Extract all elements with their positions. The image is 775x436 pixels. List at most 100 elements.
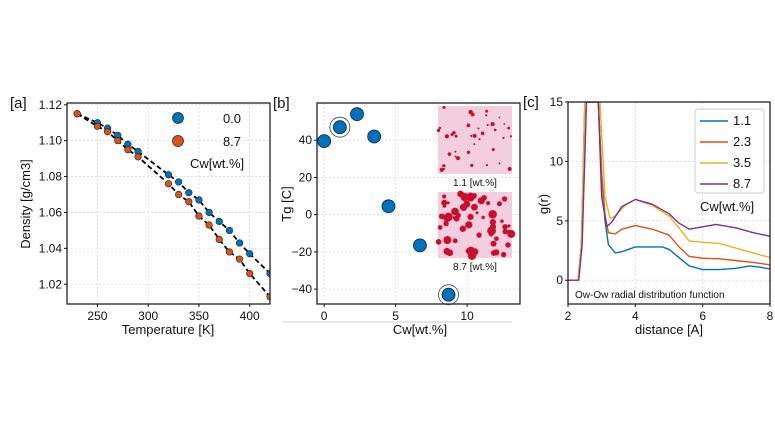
water-cluster	[477, 127, 480, 130]
rdf-line-8.7	[568, 102, 770, 281]
water-cluster	[500, 251, 507, 258]
legend-label: 0.0	[223, 111, 241, 126]
water-cluster	[443, 220, 449, 227]
inset-image-2	[435, 190, 516, 260]
water-cluster	[485, 114, 488, 117]
x-tick-label: 10	[460, 309, 474, 323]
water-cluster	[471, 203, 478, 211]
water-cluster	[494, 236, 499, 242]
data-point	[205, 221, 213, 229]
data-point	[246, 250, 254, 258]
data-point	[215, 235, 223, 243]
water-cluster	[491, 147, 495, 152]
panel-label: [c]	[523, 94, 539, 111]
data-point	[124, 146, 132, 154]
data-point	[164, 171, 173, 179]
water-cluster	[435, 239, 442, 245]
water-cluster	[503, 123, 506, 125]
water-cluster	[506, 229, 512, 235]
water-cluster	[498, 162, 501, 165]
water-cluster	[493, 128, 497, 132]
y-tick-label: −20	[292, 245, 313, 259]
data-point	[413, 238, 427, 253]
x-tick-label: 2	[565, 309, 572, 323]
water-cluster	[444, 212, 453, 222]
y-axis-label: Density [g/cm3]	[18, 159, 33, 249]
water-cluster	[446, 201, 450, 205]
water-cluster	[442, 105, 446, 109]
y-tick-label: 1.04	[39, 241, 63, 255]
x-tick-label: 250	[87, 309, 107, 323]
data-point	[205, 208, 213, 217]
data-point	[317, 134, 332, 149]
data-point	[367, 129, 382, 144]
water-cluster	[452, 216, 457, 220]
legend-label: 3.5	[733, 155, 751, 170]
data-point	[225, 248, 233, 256]
legend-label: 8.7	[733, 176, 751, 191]
data-point	[134, 153, 142, 161]
water-cluster	[437, 225, 443, 230]
y-tick-label: 20	[299, 170, 313, 184]
data-point	[93, 122, 102, 130]
water-cluster	[489, 218, 497, 226]
water-cluster	[507, 224, 511, 228]
water-cluster	[452, 238, 458, 244]
y-tick-label: 5	[556, 214, 563, 228]
fit-line-8.7	[76, 113, 270, 298]
water-cluster	[454, 150, 457, 153]
data-point	[114, 137, 122, 145]
highlight-ring	[329, 116, 351, 138]
water-cluster	[442, 167, 446, 171]
water-cluster	[465, 247, 473, 255]
axes-frame	[567, 101, 771, 305]
x-axis-label: Temperature [K]	[122, 322, 215, 337]
plot-area	[73, 110, 270, 301]
water-cluster	[442, 203, 447, 208]
water-cluster	[454, 134, 458, 138]
y-tick-label: 1.10	[39, 134, 63, 148]
water-cluster	[501, 196, 508, 202]
water-cluster	[443, 236, 452, 245]
panel-c: 2 4 6 8 0 5 10 15 1.1 2.3 3.5 8.7 Cw[wt.%] Ow-Ow radi…	[523, 94, 774, 337]
water-cluster	[488, 210, 497, 219]
legend-label: 1.1	[733, 113, 751, 128]
x-tick-label: 400	[240, 309, 260, 323]
water-cluster	[459, 225, 467, 232]
annotation: Ow-Ow radial distribution function	[575, 290, 725, 301]
x-tick-label: 8	[767, 309, 774, 323]
data-point	[185, 198, 193, 206]
plot-area	[568, 102, 770, 281]
x-axis-label: Cw[wt.%]	[393, 322, 447, 337]
fit-line-0.0	[76, 112, 270, 275]
rdf-line-2.3	[568, 102, 770, 281]
legend-box	[694, 108, 765, 194]
y-tick-label: 0	[305, 208, 312, 222]
highlight-ring	[438, 284, 459, 306]
y-tick-label: 1.02	[39, 277, 63, 291]
water-cluster	[444, 134, 450, 139]
water-cluster	[480, 131, 485, 136]
water-cluster	[467, 213, 474, 221]
water-cluster	[446, 249, 454, 257]
water-cluster	[466, 150, 471, 155]
water-cluster	[466, 123, 471, 128]
water-cluster	[502, 228, 508, 235]
water-cluster	[505, 242, 511, 248]
water-cluster	[465, 221, 473, 229]
water-cluster	[485, 109, 489, 113]
water-cluster	[490, 240, 497, 247]
inset-caption: 8.7 [wt.%]	[453, 262, 497, 273]
data-point	[266, 269, 270, 278]
data-point	[215, 217, 223, 226]
water-cluster	[470, 163, 474, 167]
data-point	[164, 180, 173, 188]
water-cluster	[455, 212, 461, 218]
x-tick-label: 300	[138, 309, 158, 323]
y-tick-label: 0	[556, 273, 563, 287]
legend-marker	[172, 135, 184, 147]
x-tick-label: 6	[699, 309, 706, 323]
water-cluster	[507, 167, 512, 172]
data-point	[103, 128, 112, 136]
